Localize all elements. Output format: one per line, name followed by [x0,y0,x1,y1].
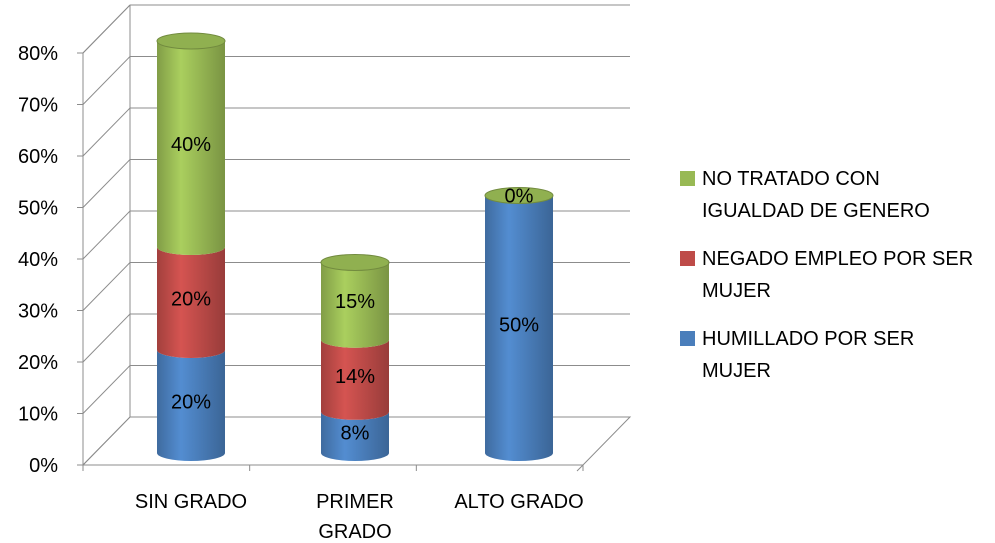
data-labels: 20% 20% 40% 8% 14% 15% 50% 0% [171,134,539,444]
bar-segment [157,41,225,255]
gridline-side [82,365,131,414]
data-label: 15% [335,291,375,313]
legend-label: MUJER [702,280,771,302]
bar-segment [321,262,389,348]
axes [77,52,584,471]
bar-segment [321,339,389,420]
bars [156,32,554,461]
gridline-side [82,262,131,311]
legend-label: HUMILLADO POR SER [702,328,914,350]
legend-swatch [680,251,695,266]
category-label: PRIMER [316,491,394,513]
y-tick-label: 10% [18,404,58,426]
bar-segment [485,195,553,461]
gridline-side [82,313,131,363]
data-label: 14% [335,366,375,388]
bar-segment [321,411,389,461]
data-label: 20% [171,392,211,414]
bar-segment [157,350,225,461]
legend-label: NEGADO EMPLEO POR SER [702,248,973,270]
gridline-side [82,416,131,466]
x-axis-category-labels: SIN GRADO PRIMER GRADO ALTO GRADO [135,491,584,543]
y-tick-label: 50% [18,198,58,220]
legend-label: MUJER [702,360,771,382]
y-tick-label: 30% [18,301,58,323]
y-tick-label: 80% [18,43,58,65]
legend-swatch [680,171,695,186]
y-axis-tick-labels: 0% 10% 20% 30% 40% 50% 60% 70% 80% [18,43,58,477]
gridline-side [82,107,131,157]
y-tick-label: 40% [18,249,58,271]
bar-top-cap [484,187,554,204]
legend-swatch [680,331,695,346]
y-tick-label: 0% [29,455,58,477]
gridline-side [82,159,131,208]
category-label: ALTO GRADO [454,491,583,513]
y-tick-label: 60% [18,146,58,168]
y-tick-label: 20% [18,352,58,374]
gridline-side [82,56,131,105]
category-label: SIN GRADO [135,491,247,513]
data-label: 20% [171,289,211,311]
y-tick-label: 70% [18,95,58,117]
bar-segment [157,247,225,358]
data-label: 8% [341,422,370,444]
gridline-side [82,210,131,260]
legend-label: NO TRATADO CON [702,168,880,190]
data-label: 50% [499,314,539,336]
legend: NO TRATADO CON IGUALDAD DE GENERO NEGADO E… [680,168,973,382]
gridline-side [82,4,131,54]
bar-top-cap [156,32,226,50]
data-label: 0% [505,186,534,208]
floor-corner [576,464,584,472]
bar-top-cap [320,253,390,271]
legend-label: IGUALDAD DE GENERO [702,200,930,222]
category-label: GRADO [318,521,391,543]
data-label: 40% [171,134,211,156]
